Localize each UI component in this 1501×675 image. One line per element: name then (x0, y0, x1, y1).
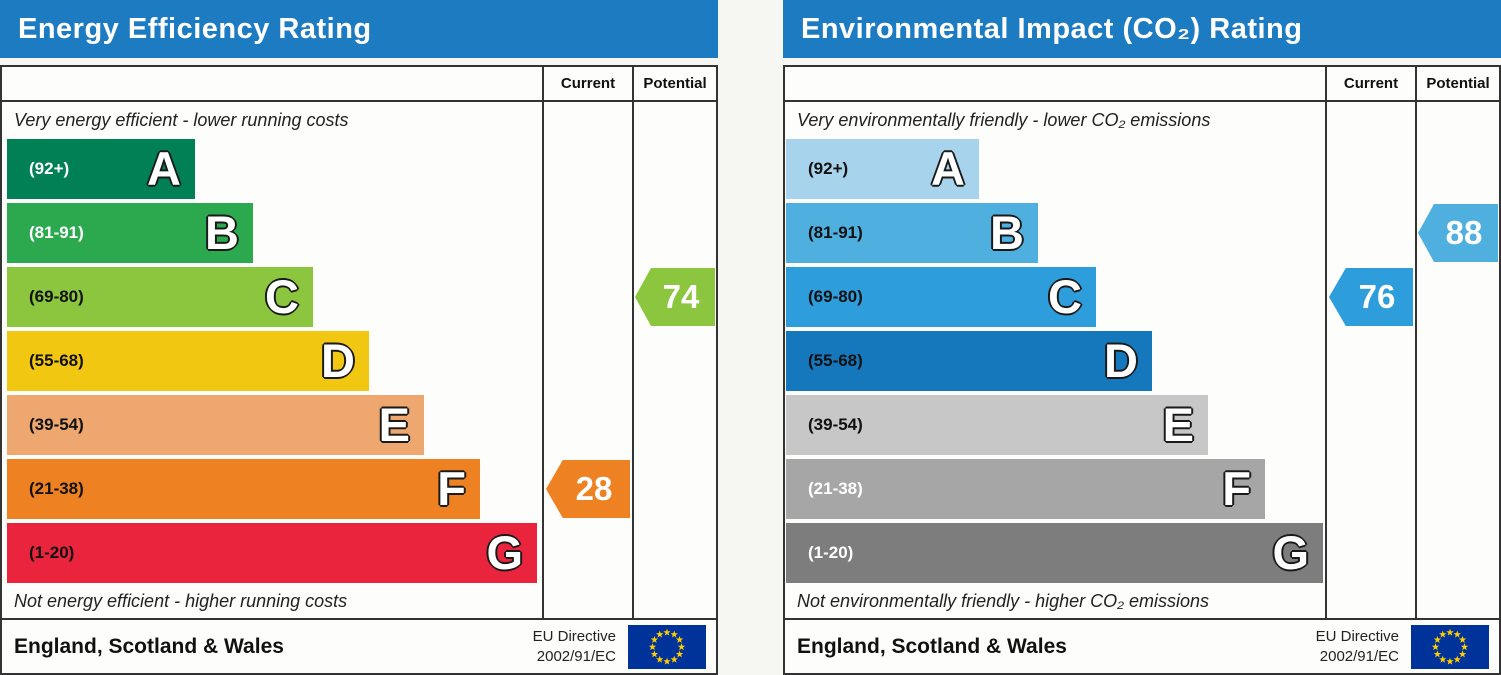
band-range-label: (21-38) (808, 479, 863, 498)
chart-column-header (785, 67, 1325, 100)
potential-rating-arrow: 74 (635, 268, 715, 326)
rating-band-b: (81-91) B (7, 203, 253, 263)
potential-rating-value: 74 (662, 278, 700, 315)
band-range-label: (55-68) (808, 351, 863, 370)
band-letter: E (378, 397, 410, 451)
band-letter: A (931, 141, 965, 195)
rating-table: Current Potential Very energy efficient … (0, 65, 718, 675)
band-range-label: (81-91) (29, 223, 84, 242)
rating-band-d: (55-68) D (786, 331, 1152, 391)
rating-band-a: (92+) A (786, 139, 979, 199)
bottom-caption: Not energy efficient - higher running co… (14, 591, 348, 611)
rating-band-c: (69-80) C (7, 267, 313, 327)
current-rating-value: 28 (575, 470, 613, 507)
bottom-caption: Not environmentally friendly - higher CO… (797, 591, 1210, 611)
current-column-header: Current (1325, 67, 1415, 100)
eu-directive-line1: EU Directive (532, 628, 616, 645)
band-range-label: (92+) (29, 159, 70, 178)
band-range-label: (1-20) (29, 543, 75, 562)
rating-band-e: (39-54) E (786, 395, 1208, 455)
rating-chart-body: Very energy efficient - lower running co… (2, 100, 716, 618)
band-letter: G (1272, 525, 1309, 579)
band-letter: G (486, 525, 523, 579)
potential-column-header: Potential (632, 67, 716, 100)
column-divider (1415, 102, 1417, 618)
band-range-label: (21-38) (29, 479, 84, 498)
potential-rating-value: 88 (1445, 214, 1483, 251)
column-divider (1325, 102, 1327, 618)
rating-table: Current Potential Very environmentally f… (783, 65, 1501, 675)
energy-efficiency-rating-panel: Energy Efficiency Rating Current Potenti… (0, 0, 718, 675)
band-letter: E (1162, 397, 1194, 451)
rating-band-e: (39-54) E (7, 395, 424, 455)
eu-flag-icon (628, 624, 706, 669)
region-label: England, Scotland & Wales (14, 634, 284, 658)
current-rating-arrow: 28 (546, 460, 630, 518)
rating-band-c: (69-80) C (786, 267, 1096, 327)
rating-chart-body: Very environmentally friendly - lower CO… (785, 100, 1499, 618)
current-rating-arrow: 76 (1329, 268, 1413, 326)
table-header: Current Potential (785, 67, 1499, 100)
top-caption: Very environmentally friendly - lower CO… (797, 110, 1211, 130)
band-range-label: (39-54) (808, 415, 863, 434)
panel-title: Environmental Impact (CO₂) Rating (783, 0, 1501, 58)
band-letter: F (437, 461, 466, 515)
eu-directive-label: EU Directive 2002/91/EC (1316, 627, 1399, 666)
band-letter: F (1222, 461, 1251, 515)
eu-directive-label: EU Directive 2002/91/EC (533, 627, 616, 666)
rating-band-f: (21-38) F (786, 459, 1265, 519)
eu-directive-line2: 2002/91/EC (1319, 647, 1399, 665)
band-range-label: (55-68) (29, 351, 84, 370)
rating-band-g: (1-20) G (786, 523, 1323, 583)
band-range-label: (69-80) (29, 287, 84, 306)
rating-band-a: (92+) A (7, 139, 195, 199)
rating-band-d: (55-68) D (7, 331, 369, 391)
potential-column-header: Potential (1415, 67, 1499, 100)
rating-band-f: (21-38) F (7, 459, 480, 519)
band-letter: C (1048, 269, 1082, 323)
current-column-header: Current (542, 67, 632, 100)
current-rating-value: 76 (1358, 278, 1396, 315)
band-range-label: (1-20) (808, 543, 854, 562)
chart-column-header (2, 67, 542, 100)
band-letter: B (990, 205, 1024, 259)
rating-band-b: (81-91) B (786, 203, 1038, 263)
band-range-label: (92+) (808, 159, 849, 178)
rating-bands: (92+) A (81-91) B (69-80) C (55-68) D (2, 139, 542, 583)
table-header: Current Potential (2, 67, 716, 100)
region-label: England, Scotland & Wales (797, 634, 1067, 658)
band-range-label: (69-80) (808, 287, 863, 306)
band-range-label: (81-91) (808, 223, 863, 242)
eu-directive-line2: 2002/91/EC (536, 647, 616, 665)
table-footer: England, Scotland & Wales EU Directive 2… (785, 618, 1499, 673)
panel-title: Energy Efficiency Rating (0, 0, 718, 58)
band-range-label: (39-54) (29, 415, 84, 434)
column-divider (632, 102, 634, 618)
eu-flag-icon (1411, 624, 1489, 669)
band-letter: C (265, 269, 299, 323)
environmental-impact-rating-panel: Environmental Impact (CO₂) Rating Curren… (783, 0, 1501, 675)
band-letter: A (147, 141, 181, 195)
rating-band-g: (1-20) G (7, 523, 537, 583)
table-footer: England, Scotland & Wales EU Directive 2… (2, 618, 716, 673)
column-divider (542, 102, 544, 618)
band-letter: D (1104, 333, 1138, 387)
rating-bands: (92+) A (81-91) B (69-80) C (55-68) D (785, 139, 1325, 583)
band-letter: D (321, 333, 355, 387)
potential-rating-arrow: 88 (1418, 204, 1498, 262)
eu-directive-line1: EU Directive (1315, 628, 1399, 645)
band-letter: B (205, 205, 239, 259)
top-caption: Very energy efficient - lower running co… (14, 110, 349, 130)
